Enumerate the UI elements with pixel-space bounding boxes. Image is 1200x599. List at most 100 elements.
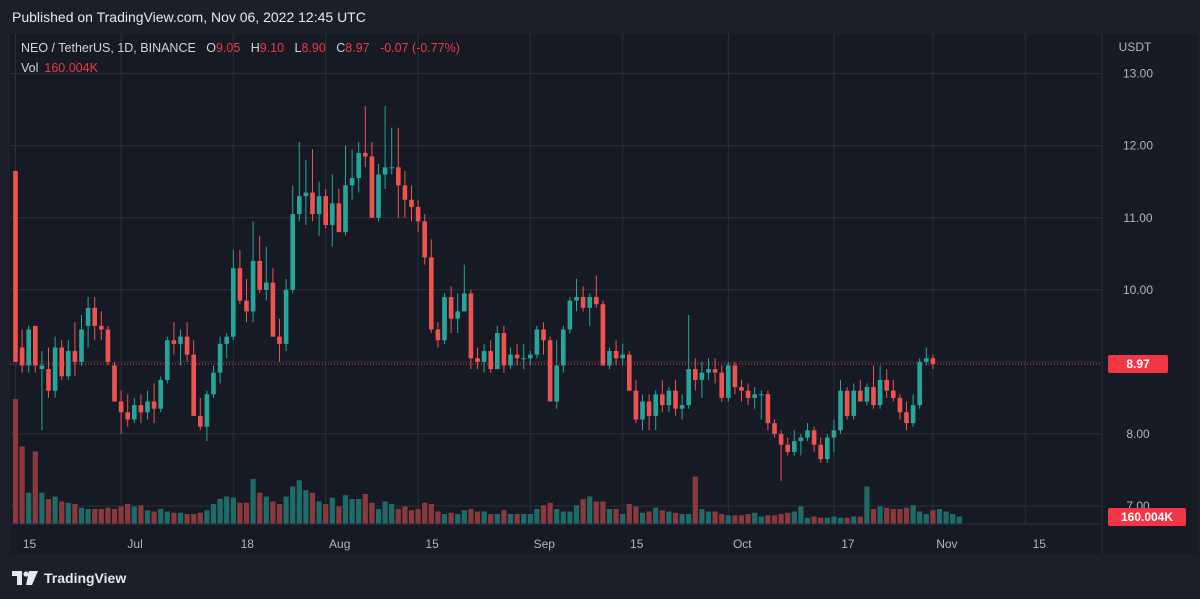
candle	[613, 340, 619, 366]
candle	[224, 333, 229, 359]
volume-bar	[587, 496, 593, 524]
volume-bar	[250, 479, 256, 524]
candle-body	[877, 379, 883, 406]
candle	[759, 390, 764, 420]
volume-bar	[785, 512, 791, 524]
volume-bar	[92, 509, 98, 524]
volume-bar	[72, 504, 78, 524]
volume-bar	[804, 517, 811, 524]
candle	[567, 297, 573, 334]
candle-body	[673, 390, 678, 409]
candle	[145, 390, 150, 420]
candlestick-chart[interactable]: USDT7.008.0010.0011.0012.0013.008.97160.…	[10, 34, 1198, 554]
candle-body	[646, 401, 652, 416]
candle-body	[818, 444, 823, 460]
candle-body	[640, 401, 645, 420]
candle	[138, 394, 144, 424]
candle-body	[435, 329, 441, 341]
candle	[369, 142, 375, 218]
candle	[673, 379, 678, 416]
candle	[620, 343, 625, 366]
candle	[290, 185, 295, 294]
candle-body	[561, 329, 566, 366]
candle	[118, 390, 124, 434]
candle	[666, 387, 672, 413]
volume-bar	[851, 516, 857, 524]
candle-body	[356, 152, 361, 179]
candle-body	[541, 329, 546, 341]
candle-body	[924, 358, 929, 362]
last-volume-tag	[1108, 508, 1186, 526]
candle-body	[534, 329, 540, 355]
candle-body	[165, 340, 170, 380]
candle-body	[838, 390, 843, 431]
volume-bar	[765, 515, 771, 524]
candle-body	[752, 394, 757, 398]
symbol-info[interactable]: NEO / TetherUS, 1D, BINANCE	[21, 41, 196, 55]
candle-body	[211, 372, 216, 395]
candle-body	[303, 192, 309, 197]
candle-body	[528, 354, 533, 359]
candle-body	[679, 405, 685, 409]
candle-body	[297, 196, 302, 215]
candle	[323, 188, 328, 229]
volume-bar	[217, 499, 223, 524]
tradingview-logo-icon	[12, 571, 38, 585]
candle	[554, 340, 559, 409]
candle	[778, 430, 784, 481]
candle	[508, 347, 513, 370]
volume-label[interactable]: Vol	[21, 61, 39, 75]
high-label: H	[250, 41, 260, 55]
candle	[79, 315, 84, 366]
volume-bar	[32, 451, 38, 524]
candle	[831, 419, 837, 452]
volume-bar	[12, 399, 19, 524]
candle	[475, 347, 480, 370]
candle-body	[343, 185, 348, 233]
volume-bar	[573, 505, 580, 524]
volume-bar	[705, 511, 712, 524]
candle-body	[660, 394, 665, 406]
candle-body	[363, 152, 368, 157]
candle-body	[33, 325, 38, 366]
candle	[264, 246, 269, 301]
candle-body	[217, 343, 223, 373]
candle-body	[132, 405, 137, 420]
low-label: L	[294, 41, 302, 55]
candle-body	[264, 282, 269, 290]
x-tick-label: Sep	[534, 537, 556, 551]
chart-pane[interactable]	[10, 34, 1198, 554]
candle	[33, 325, 38, 373]
x-tick-label: Aug	[329, 537, 350, 551]
candle	[719, 365, 724, 402]
candle-body	[283, 289, 289, 344]
candle-body	[666, 390, 672, 406]
volume-bar	[118, 506, 124, 524]
candle	[191, 340, 196, 416]
volume-bar	[936, 509, 943, 524]
volume-bar	[626, 504, 632, 524]
candle	[204, 390, 210, 442]
volume-bar	[811, 516, 817, 524]
brand[interactable]: TradingView	[12, 570, 126, 586]
volume-bar	[448, 512, 454, 524]
volume-bar	[540, 505, 547, 524]
candle-body	[468, 293, 474, 359]
candle	[805, 423, 810, 442]
candle-body	[778, 433, 784, 445]
candle	[455, 293, 460, 334]
volume-bar	[422, 502, 428, 524]
open-label: O	[206, 41, 216, 55]
x-tick-label: 17	[841, 537, 855, 551]
volume-bar	[362, 494, 368, 524]
candle	[541, 322, 546, 355]
candle	[653, 390, 658, 431]
volume-bar	[98, 509, 104, 524]
candle	[310, 149, 315, 222]
candle-body	[231, 268, 236, 337]
volume-bar	[131, 506, 137, 524]
volume-bar	[580, 499, 586, 524]
candle	[699, 361, 705, 398]
candle-body	[402, 185, 408, 200]
candle	[297, 142, 302, 222]
